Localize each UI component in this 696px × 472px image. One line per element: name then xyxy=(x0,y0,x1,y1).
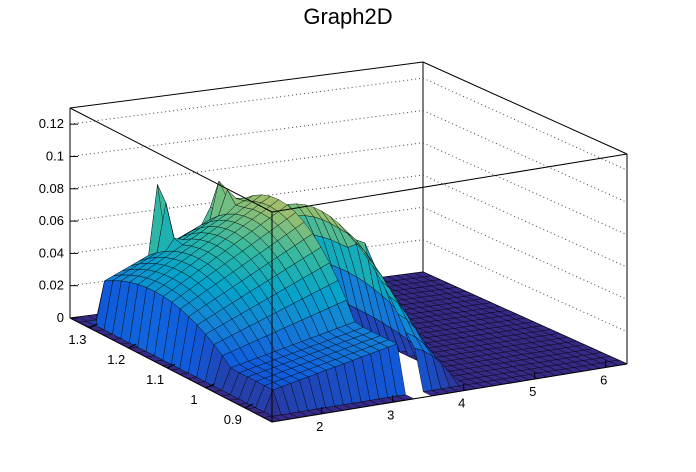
y-tick xyxy=(166,363,176,369)
axes: 0 0.02 0.04 0.06 0.08 0.1 0.12 2 3 4 5 6 0.9 1 1.1 1.2 1… xyxy=(39,116,608,434)
y-tick-label: 0.9 xyxy=(224,412,242,427)
surface-mesh xyxy=(69,180,628,423)
y-tick-label: 1.3 xyxy=(68,332,86,347)
y-tick-label: 1.2 xyxy=(107,352,125,367)
frame-front xyxy=(69,107,628,423)
z-grid-line xyxy=(422,142,628,236)
z-grid-line xyxy=(422,110,628,203)
z-tick-label: 0.08 xyxy=(39,181,64,196)
z-grid-line xyxy=(422,77,628,171)
y-tick xyxy=(128,343,137,349)
x-tick-label: 5 xyxy=(529,384,536,399)
z-tick-label: 0 xyxy=(57,310,64,325)
z-tick-label: 0.02 xyxy=(39,278,64,293)
frame-edge xyxy=(69,61,424,109)
z-grid-line xyxy=(69,174,424,222)
x-tick-label: 4 xyxy=(458,396,465,411)
z-grid-line xyxy=(69,77,424,125)
z-tick-label: 0.06 xyxy=(39,213,64,228)
y-tick xyxy=(89,323,98,329)
frame-edge xyxy=(271,153,628,213)
z-tick-label: 0.04 xyxy=(39,245,64,260)
frame-edge xyxy=(69,317,273,423)
x-tick-label: 6 xyxy=(600,372,607,387)
y-tick xyxy=(244,403,254,409)
chart-title: Graph2D xyxy=(303,4,393,29)
frame-edge xyxy=(422,61,628,155)
frame-edge xyxy=(271,363,628,423)
z-tick-label: 0.12 xyxy=(39,116,64,131)
y-tick xyxy=(205,383,215,389)
frame-edge xyxy=(69,107,273,213)
z-grid-line xyxy=(69,206,424,254)
z-grid-line xyxy=(69,142,424,190)
y-tick-label: 1 xyxy=(190,392,197,407)
x-tick-label: 2 xyxy=(316,419,323,434)
x-tick-label: 3 xyxy=(387,407,394,422)
z-grid-line xyxy=(69,109,424,157)
z-tick-label: 0.1 xyxy=(46,148,64,163)
y-tick-label: 1.1 xyxy=(146,372,164,387)
z-grid-line xyxy=(422,174,628,268)
